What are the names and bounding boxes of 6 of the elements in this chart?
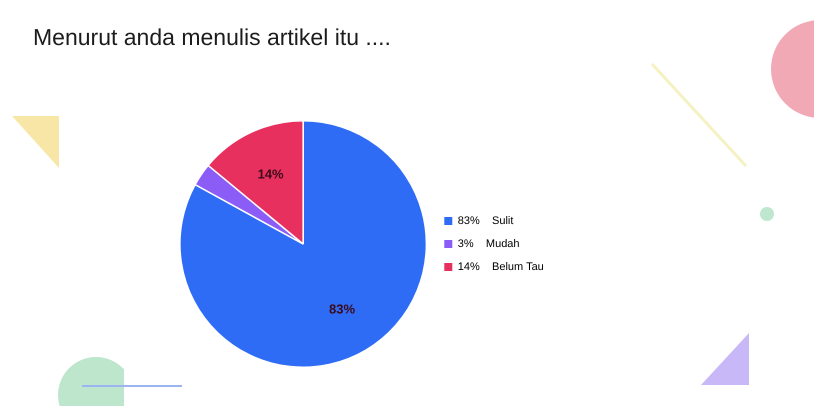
- data-label: 83%: [329, 301, 356, 316]
- legend-label: 14% Belum Tau: [458, 261, 544, 274]
- legend-label: 3% Mudah: [458, 238, 520, 250]
- data-label: 14%: [258, 166, 284, 182]
- legend-label: 83% Sulit: [458, 215, 514, 228]
- chart-title: Menurut anda menulis artikel itu ....: [33, 24, 391, 51]
